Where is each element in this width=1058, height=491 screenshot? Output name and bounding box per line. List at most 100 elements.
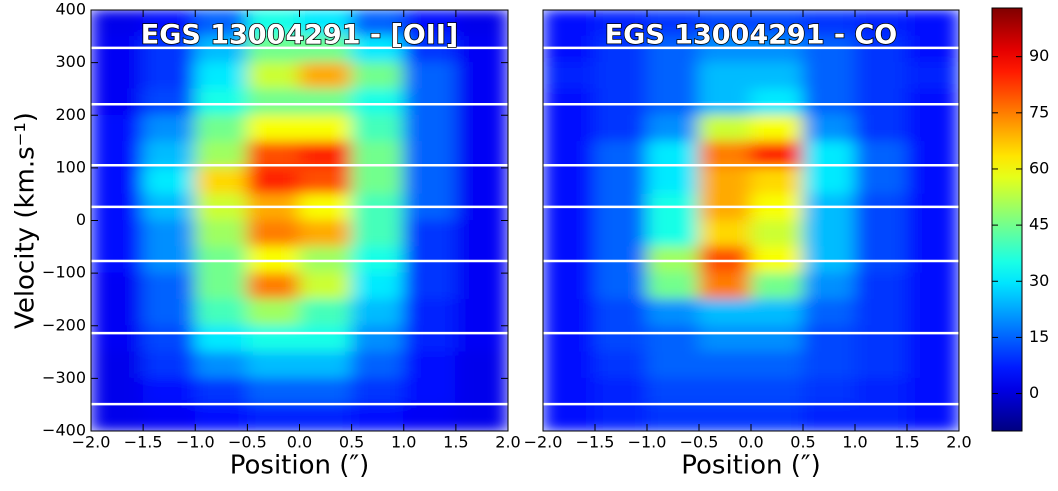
heatmap-cell — [646, 220, 700, 248]
heatmap-cell — [854, 272, 908, 300]
heatmap-cell — [455, 88, 508, 116]
heatmap-cell — [854, 325, 908, 353]
heatmap-cell — [246, 298, 300, 327]
heatmap-cell — [299, 88, 353, 116]
heatmap-cell — [906, 88, 959, 116]
heatmap-cell — [299, 377, 353, 406]
heatmap-cell — [750, 325, 804, 353]
heatmap-cell — [91, 10, 144, 37]
heatmap-cell — [854, 404, 908, 431]
heatmap-cell — [403, 377, 457, 406]
heatmap-cell — [246, 141, 300, 169]
x-axis-label: Position (″) — [681, 451, 821, 481]
x-tick-label: 1.5 — [443, 433, 468, 452]
heatmap-cell — [646, 62, 700, 90]
heatmap-cell — [403, 167, 457, 195]
heatmap-cell — [194, 272, 248, 300]
heatmap-cell — [854, 377, 908, 406]
heatmap-cell — [246, 167, 300, 195]
heatmap-cell — [142, 377, 196, 406]
heatmap-cell — [246, 404, 300, 431]
heatmap-cell — [194, 404, 248, 431]
heatmap-cell — [646, 114, 700, 143]
heatmap-cell — [698, 298, 752, 327]
heatmap-cell — [594, 141, 648, 169]
heatmap-cell — [351, 298, 405, 327]
heatmap-cell — [455, 351, 508, 379]
heatmap-cell — [802, 88, 856, 116]
colorbar-tick-label: 30 — [1029, 271, 1049, 290]
heatmap-cell — [351, 167, 405, 195]
heatmap-cell — [351, 141, 405, 169]
heatmap-cell — [698, 88, 752, 116]
heatmap-cells — [543, 10, 959, 431]
heatmap-cell — [299, 141, 353, 169]
heatmap-cell — [403, 10, 457, 37]
heatmap-cell — [906, 377, 959, 406]
heatmap-cell — [854, 141, 908, 169]
heatmap-cell — [698, 62, 752, 90]
colorbar-tick-label: 75 — [1029, 102, 1049, 121]
heatmap-cell — [646, 377, 700, 406]
heatmap-cell — [403, 114, 457, 143]
heatmap-cell — [906, 325, 959, 353]
x-tick-label: 1.0 — [842, 433, 867, 452]
x-tick-label: 0.5 — [339, 433, 364, 452]
heatmap-cell — [906, 62, 959, 90]
heatmap-cell — [698, 325, 752, 353]
heatmap-cell — [299, 62, 353, 90]
heatmap-cell — [594, 35, 648, 64]
heatmap-cell — [698, 220, 752, 248]
heatmap-cell — [750, 35, 804, 64]
heatmap-cell — [299, 114, 353, 143]
heatmap-cell — [142, 404, 196, 431]
heatmap-cell — [403, 298, 457, 327]
x-axis-label: Position (″) — [230, 451, 370, 481]
heatmap-cell — [91, 167, 144, 195]
heatmap-cell — [750, 377, 804, 406]
heatmap-cell — [750, 10, 804, 37]
heatmap-cell — [646, 167, 700, 195]
heatmap-cell — [594, 272, 648, 300]
heatmap-cell — [906, 10, 959, 37]
heatmap-cell — [455, 220, 508, 248]
heatmap-cell — [543, 325, 596, 353]
x-tick-label: −0.5 — [228, 433, 267, 452]
heatmap-cell — [594, 298, 648, 327]
heatmap-cell — [543, 377, 596, 406]
heatmap-cell — [299, 404, 353, 431]
heatmap-cell — [299, 298, 353, 327]
heatmap-cell — [594, 114, 648, 143]
heatmap-cell — [142, 351, 196, 379]
heatmap-cell — [906, 298, 959, 327]
heatmap-cell — [91, 298, 144, 327]
heatmap-cell — [142, 114, 196, 143]
heatmap-cell — [543, 114, 596, 143]
heatmap-cell — [543, 167, 596, 195]
panel-title: EGS 13004291 - [OII] — [141, 20, 458, 51]
heatmap-cell — [403, 141, 457, 169]
heatmap-cell — [543, 88, 596, 116]
heatmap-cell — [142, 298, 196, 327]
heatmap-cell — [646, 351, 700, 379]
heatmap-cell — [194, 35, 248, 64]
heatmap-cell — [455, 325, 508, 353]
x-tick-label: 0.0 — [287, 433, 312, 452]
heatmap-cell — [906, 220, 959, 248]
heatmap-cell — [750, 351, 804, 379]
heatmap-cell — [698, 114, 752, 143]
heatmap-cell — [802, 220, 856, 248]
heatmap-cells — [91, 10, 508, 431]
heatmap-cell — [194, 220, 248, 248]
heatmap-cell — [594, 325, 648, 353]
heatmap-cell — [802, 62, 856, 90]
heatmap-cell — [646, 298, 700, 327]
x-tick-label: −2.0 — [524, 433, 563, 452]
heatmap-cell — [594, 167, 648, 195]
heatmap-cell — [802, 167, 856, 195]
colorbar-tick-label: 45 — [1029, 215, 1049, 234]
y-tick-label: 0 — [76, 210, 86, 229]
heatmap-cell — [351, 10, 405, 37]
x-tick-label: −1.5 — [124, 433, 163, 452]
heatmap-cell — [543, 10, 596, 37]
